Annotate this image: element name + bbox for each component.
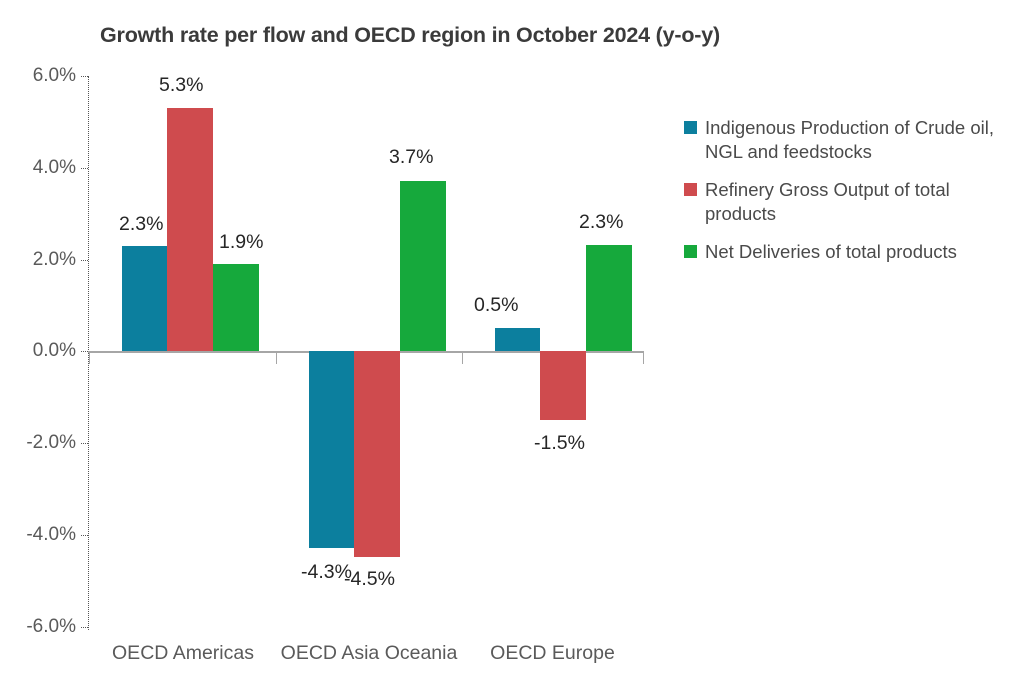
bar-americas-indigenous-production[interactable] xyxy=(122,246,167,351)
y-tick-label-text: -2.0% xyxy=(26,432,76,453)
bar-europe-indigenous-production[interactable] xyxy=(495,328,540,351)
bar-asia-oceania-indigenous-production[interactable] xyxy=(309,351,354,548)
bar-asia-oceania-refinery-output[interactable] xyxy=(354,351,400,557)
y-tick-mark xyxy=(81,260,88,261)
y-tick-label-text: 2.0% xyxy=(32,249,76,270)
bar-label-asia-oceania-net-deliveries: 3.7% xyxy=(389,146,434,168)
legend-swatch-icon xyxy=(684,244,697,258)
y-tick-label-4: 4.0% xyxy=(0,158,76,178)
bar-americas-refinery-output[interactable] xyxy=(167,108,213,351)
x-axis-label-oecd-europe: OECD Europe xyxy=(490,642,615,664)
bar-label-americas-net-deliveries: 1.9% xyxy=(219,231,264,253)
y-tick-label-text: 4.0% xyxy=(32,157,76,178)
bar-label-asia-oceania-indigenous-production: -4.3% xyxy=(301,561,352,583)
bar-asia-oceania-net-deliveries[interactable] xyxy=(400,181,446,351)
y-tick-label-text: -6.0% xyxy=(26,616,76,637)
bar-label-americas-refinery-output: 5.3% xyxy=(159,74,204,96)
bar-label-americas-indigenous-production: 2.3% xyxy=(119,213,164,235)
bar-europe-refinery-output[interactable] xyxy=(540,351,586,420)
y-tick-mark xyxy=(81,76,88,77)
y-tick-mark xyxy=(81,351,88,352)
plot-area: 6.0% 4.0% 2.0% 0.0% -2.0% -4.0% -6.0% 2.… xyxy=(0,66,644,664)
y-tick-label-neg-4: -4.0% xyxy=(0,525,76,545)
bar-label-europe-indigenous-production: 0.5% xyxy=(474,294,519,316)
category-separator-tick xyxy=(462,351,463,364)
category-separator-tick xyxy=(89,351,90,364)
chart-legend: Indigenous Production of Crude oil, NGL … xyxy=(684,116,1014,277)
y-axis-line xyxy=(88,76,89,630)
legend-label-net-deliveries: Net Deliveries of total products xyxy=(705,240,957,262)
legend-item-net-deliveries[interactable]: Net Deliveries of total products xyxy=(684,240,1014,264)
legend-item-refinery-gross-output[interactable]: Refinery Gross Output of total products xyxy=(684,178,1014,227)
y-tick-mark xyxy=(81,627,88,628)
bar-label-europe-refinery-output: -1.5% xyxy=(534,432,585,454)
category-separator-tick xyxy=(276,351,277,364)
x-axis-label-oecd-asia-oceania: OECD Asia Oceania xyxy=(280,642,458,664)
legend-item-indigenous-production[interactable]: Indigenous Production of Crude oil, NGL … xyxy=(684,116,1014,165)
category-separator-tick xyxy=(643,351,644,364)
y-tick-label-0: 0.0% xyxy=(0,341,76,361)
legend-label-refinery-gross-output: Refinery Gross Output of total products xyxy=(705,178,950,225)
y-tick-label-neg-2: -2.0% xyxy=(0,433,76,453)
chart-title: Growth rate per flow and OECD region in … xyxy=(100,23,720,47)
bar-label-europe-net-deliveries: 2.3% xyxy=(579,211,624,233)
y-tick-label-text: 6.0% xyxy=(32,65,76,86)
bar-europe-net-deliveries[interactable] xyxy=(586,245,632,351)
legend-swatch-icon xyxy=(684,121,697,134)
x-axis-label-oecd-americas: OECD Americas xyxy=(112,642,254,664)
y-tick-label-text: -4.0% xyxy=(26,524,76,545)
y-tick-label-2: 2.0% xyxy=(0,250,76,270)
legend-label-indigenous-production: Indigenous Production of Crude oil, NGL … xyxy=(705,117,994,163)
y-tick-mark xyxy=(81,535,88,536)
y-tick-label-6: 6.0% xyxy=(0,66,76,86)
y-tick-label-text: 0.0% xyxy=(32,340,76,361)
y-tick-mark xyxy=(81,168,88,169)
y-tick-mark xyxy=(81,443,88,444)
bar-label-asia-oceania-refinery-output: -4.5% xyxy=(344,568,395,590)
y-tick-label-neg-6: -6.0% xyxy=(0,617,76,637)
bar-americas-net-deliveries[interactable] xyxy=(213,264,259,351)
legend-swatch-icon xyxy=(684,182,697,196)
